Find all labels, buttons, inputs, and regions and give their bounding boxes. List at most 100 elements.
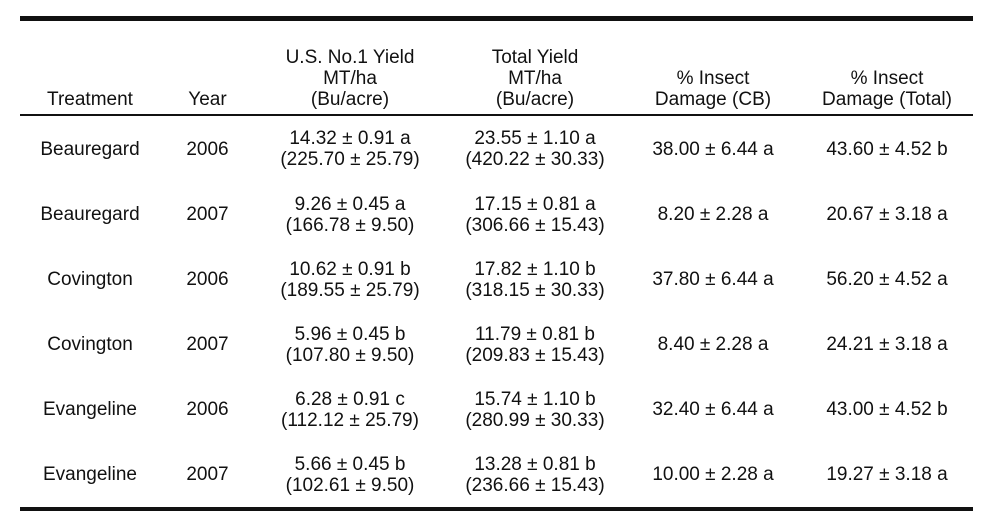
header-us-yield: U.S. No.1 Yield MT/ha (Bu/acre): [255, 21, 445, 114]
cell-text: Covington: [47, 334, 133, 355]
cell-text: (107.80 ± 9.50): [285, 344, 415, 366]
cell-text: Beauregard: [40, 138, 140, 160]
cell-text: 43.60 ± 4.52 b: [826, 138, 948, 160]
cell-text: 24.21 ± 3.18 a: [826, 334, 948, 355]
cell-text: 23.55 ± 1.10 a: [474, 128, 596, 149]
cell-text: (112.12 ± 25.79): [281, 409, 419, 431]
cell-total-yield: 13.28 ± 0.81 b (236.66 ± 15.43): [445, 442, 625, 507]
header-line: % Insect: [676, 68, 750, 89]
header-line: % Insect: [850, 68, 924, 89]
cell-text: (102.61 ± 9.50): [285, 474, 415, 496]
yield-damage-table-body: Beauregard 2006 14.32 ± 0.91 a (225.70 ± 25…: [20, 116, 973, 507]
yield-damage-table: Treatment Year U.S. No.1 Yield MT/ha (Bu…: [20, 21, 973, 114]
cell-treatment: Beauregard: [20, 116, 160, 182]
table-row: Beauregard 2006 14.32 ± 0.91 a (225.70 ± 25…: [20, 116, 973, 182]
cell-text: 14.32 ± 0.91 a: [289, 128, 411, 149]
cell-damage-total: 20.67 ± 3.18 a: [801, 182, 973, 247]
cell-text: 2006: [186, 138, 229, 160]
cell-text: (306.66 ± 15.43): [465, 214, 605, 236]
header-line: (Bu/acre): [495, 89, 575, 110]
cell-total-yield: 17.82 ± 1.10 b (318.15 ± 30.33): [445, 247, 625, 312]
cell-us-yield: 6.28 ± 0.91 c (112.12 ± 25.79): [255, 377, 445, 442]
data-table: Treatment Year U.S. No.1 Yield MT/ha (Bu…: [20, 16, 973, 511]
table-row: Covington 2006 10.62 ± 0.91 b (189.55 ± 25.…: [20, 247, 973, 312]
cell-text: 2006: [186, 399, 229, 420]
cell-damage-cb: 38.00 ± 6.44 a: [625, 116, 801, 182]
cell-text: 38.00 ± 6.44 a: [652, 138, 774, 160]
cell-text: 6.28 ± 0.91 c: [295, 388, 405, 410]
top-rule: [20, 16, 973, 21]
cell-text: Evangeline: [42, 464, 138, 485]
header-line: Damage (CB): [654, 89, 772, 110]
cell-treatment: Evangeline: [20, 442, 160, 507]
cell-text: 17.15 ± 0.81 a: [474, 193, 596, 215]
cell-year: 2007: [160, 182, 255, 247]
header-total-yield: Total Yield MT/ha (Bu/acre): [445, 21, 625, 114]
cell-text: 2006: [186, 269, 229, 290]
cell-year: 2006: [160, 116, 255, 182]
cell-total-yield: 23.55 ± 1.10 a (420.22 ± 30.33): [445, 116, 625, 182]
table-header: Treatment Year U.S. No.1 Yield MT/ha (Bu…: [20, 21, 973, 114]
cell-damage-cb: 8.20 ± 2.28 a: [625, 182, 801, 247]
header-line: Total Yield: [491, 47, 579, 68]
cell-text: 20.67 ± 3.18 a: [826, 204, 948, 225]
cell-damage-cb: 32.40 ± 6.44 a: [625, 377, 801, 442]
cell-damage-total: 43.00 ± 4.52 b: [801, 377, 973, 442]
header-row: Treatment Year U.S. No.1 Yield MT/ha (Bu…: [20, 21, 973, 114]
cell-text: Beauregard: [40, 204, 140, 225]
cell-treatment: Covington: [20, 312, 160, 377]
cell-text: 8.20 ± 2.28 a: [657, 204, 769, 225]
cell-text: 10.62 ± 0.91 b: [289, 258, 411, 280]
cell-treatment: Evangeline: [20, 377, 160, 442]
cell-total-yield: 15.74 ± 1.10 b (280.99 ± 30.33): [445, 377, 625, 442]
cell-text: 13.28 ± 0.81 b: [474, 453, 596, 475]
cell-text: 2007: [186, 464, 229, 485]
cell-total-yield: 17.15 ± 0.81 a (306.66 ± 15.43): [445, 182, 625, 247]
cell-text: (166.78 ± 9.50): [285, 214, 415, 236]
cell-damage-total: 43.60 ± 4.52 b: [801, 116, 973, 182]
header-treatment: Treatment: [20, 21, 160, 114]
header-damage-total: % Insect Damage (Total): [801, 21, 973, 114]
header-year: Year: [160, 21, 255, 114]
header-line: Year: [188, 89, 227, 110]
cell-text: (318.15 ± 30.33): [465, 279, 605, 301]
header-damage-cb: % Insect Damage (CB): [625, 21, 801, 114]
cell-text: 17.82 ± 1.10 b: [474, 258, 596, 280]
header-line: Treatment: [47, 89, 133, 110]
cell-text: (209.83 ± 15.43): [465, 344, 605, 366]
cell-text: (280.99 ± 30.33): [465, 409, 605, 431]
cell-us-yield: 5.96 ± 0.45 b (107.80 ± 9.50): [255, 312, 445, 377]
header-line: MT/ha: [508, 68, 562, 89]
cell-text: (236.66 ± 15.43): [465, 474, 605, 496]
cell-treatment: Covington: [20, 247, 160, 312]
bottom-rule: [20, 507, 973, 511]
cell-damage-cb: 10.00 ± 2.28 a: [625, 442, 801, 507]
cell-text: 43.00 ± 4.52 b: [826, 399, 948, 420]
header-line: MT/ha: [323, 68, 377, 89]
cell-text: 2007: [186, 334, 229, 355]
table-row: Evangeline 2006 6.28 ± 0.91 c (112.12 ± 25.…: [20, 377, 973, 442]
cell-text: 11.79 ± 0.81 b: [475, 323, 595, 345]
cell-text: 56.20 ± 4.52 a: [826, 269, 948, 290]
header-line: U.S. No.1 Yield: [285, 47, 415, 68]
cell-text: 37.80 ± 6.44 a: [652, 269, 774, 290]
cell-text: 19.27 ± 3.18 a: [826, 464, 948, 485]
table-row: Covington 2007 5.96 ± 0.45 b (107.80 ± 9.50…: [20, 312, 973, 377]
cell-us-yield: 14.32 ± 0.91 a (225.70 ± 25.79): [255, 116, 445, 182]
header-rule: [20, 114, 973, 116]
cell-damage-total: 24.21 ± 3.18 a: [801, 312, 973, 377]
header-line: Damage (Total): [822, 89, 952, 110]
cell-text: Evangeline: [42, 399, 138, 420]
cell-damage-total: 19.27 ± 3.18 a: [801, 442, 973, 507]
cell-text: (420.22 ± 30.33): [465, 149, 605, 170]
cell-text: (189.55 ± 25.79): [280, 279, 420, 301]
table-row: Evangeline 2007 5.66 ± 0.45 b (102.61 ± 9.5…: [20, 442, 973, 507]
cell-text: 2007: [186, 204, 229, 225]
table-row: Beauregard 2007 9.26 ± 0.45 a (166.78 ± 9.5…: [20, 182, 973, 247]
cell-us-yield: 10.62 ± 0.91 b (189.55 ± 25.79): [255, 247, 445, 312]
cell-text: 5.66 ± 0.45 b: [294, 453, 406, 475]
cell-year: 2007: [160, 312, 255, 377]
cell-year: 2007: [160, 442, 255, 507]
cell-total-yield: 11.79 ± 0.81 b (209.83 ± 15.43): [445, 312, 625, 377]
table-body: Beauregard 2006 14.32 ± 0.91 a (225.70 ± 25…: [20, 116, 973, 507]
